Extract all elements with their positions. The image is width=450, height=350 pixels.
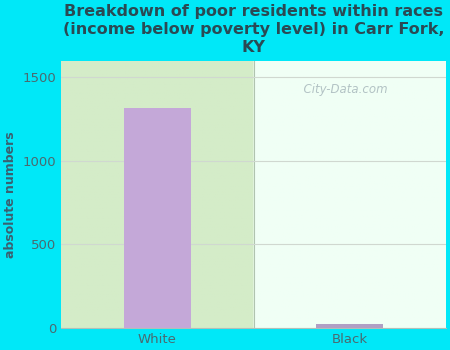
Title: Breakdown of poor residents within races
(income below poverty level) in Carr Fo: Breakdown of poor residents within races… [63,4,444,55]
Bar [124,108,191,328]
Bar [316,324,383,328]
Text: City-Data.com: City-Data.com [296,83,388,96]
Y-axis label: absolute numbers: absolute numbers [4,131,17,258]
